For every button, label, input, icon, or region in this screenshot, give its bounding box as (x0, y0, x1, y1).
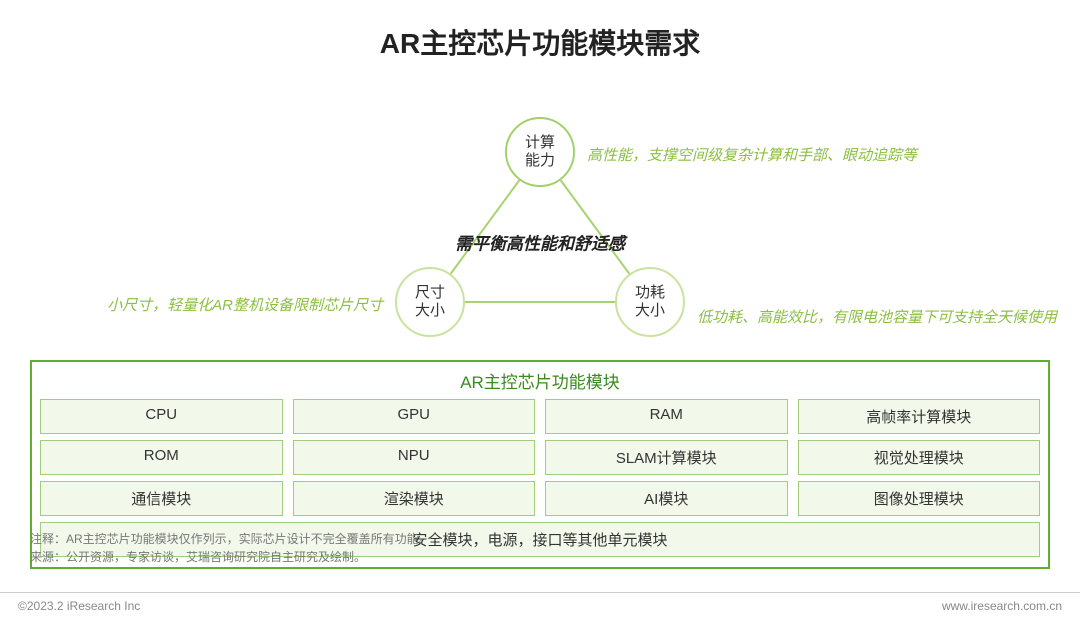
module-cell: 视觉处理模块 (798, 440, 1041, 475)
annot-power: 低功耗、高能效比，有限电池容量下可支持全天候使用 (697, 306, 1057, 327)
footer-copyright: ©2023.2 iResearch Inc (18, 599, 140, 613)
note-line-2: 来源：公开资源，专家访谈，艾瑞咨询研究院自主研究及绘制。 (30, 548, 431, 566)
modules-title: AR主控芯片功能模块 (40, 368, 1040, 393)
footer-url: www.iresearch.com.cn (942, 599, 1062, 613)
module-cell: ROM (40, 440, 283, 475)
node-size: 尺寸大小 (395, 267, 465, 337)
node-compute: 计算能力 (505, 117, 575, 187)
page-title: AR主控芯片功能模块需求 (0, 0, 1080, 62)
module-cell: CPU (40, 399, 283, 434)
module-cell: GPU (293, 399, 536, 434)
note-line-1: 注释：AR主控芯片功能模块仅作列示，实际芯片设计不完全覆盖所有功能。 (30, 530, 431, 548)
module-cell: 图像处理模块 (798, 481, 1041, 516)
triangle-center-label: 需平衡高性能和舒适感 (455, 230, 625, 255)
node-power: 功耗大小 (615, 267, 685, 337)
module-cell: SLAM计算模块 (545, 440, 788, 475)
module-cell: RAM (545, 399, 788, 434)
footer: ©2023.2 iResearch Inc www.iresearch.com.… (0, 592, 1080, 613)
module-cell: 通信模块 (40, 481, 283, 516)
module-cell: AI模块 (545, 481, 788, 516)
module-cell: NPU (293, 440, 536, 475)
notes: 注释：AR主控芯片功能模块仅作列示，实际芯片设计不完全覆盖所有功能。 来源：公开… (30, 530, 431, 566)
triangle-diagram: 计算能力 尺寸大小 功耗大小 需平衡高性能和舒适感 高性能，支撑空间级复杂计算和… (0, 62, 1080, 342)
module-cell: 高帧率计算模块 (798, 399, 1041, 434)
module-cell: 渲染模块 (293, 481, 536, 516)
annot-size: 小尺寸，轻量化AR整机设备限制芯片尺寸 (107, 294, 383, 315)
annot-compute: 高性能，支撑空间级复杂计算和手部、眼动追踪等 (587, 144, 917, 165)
